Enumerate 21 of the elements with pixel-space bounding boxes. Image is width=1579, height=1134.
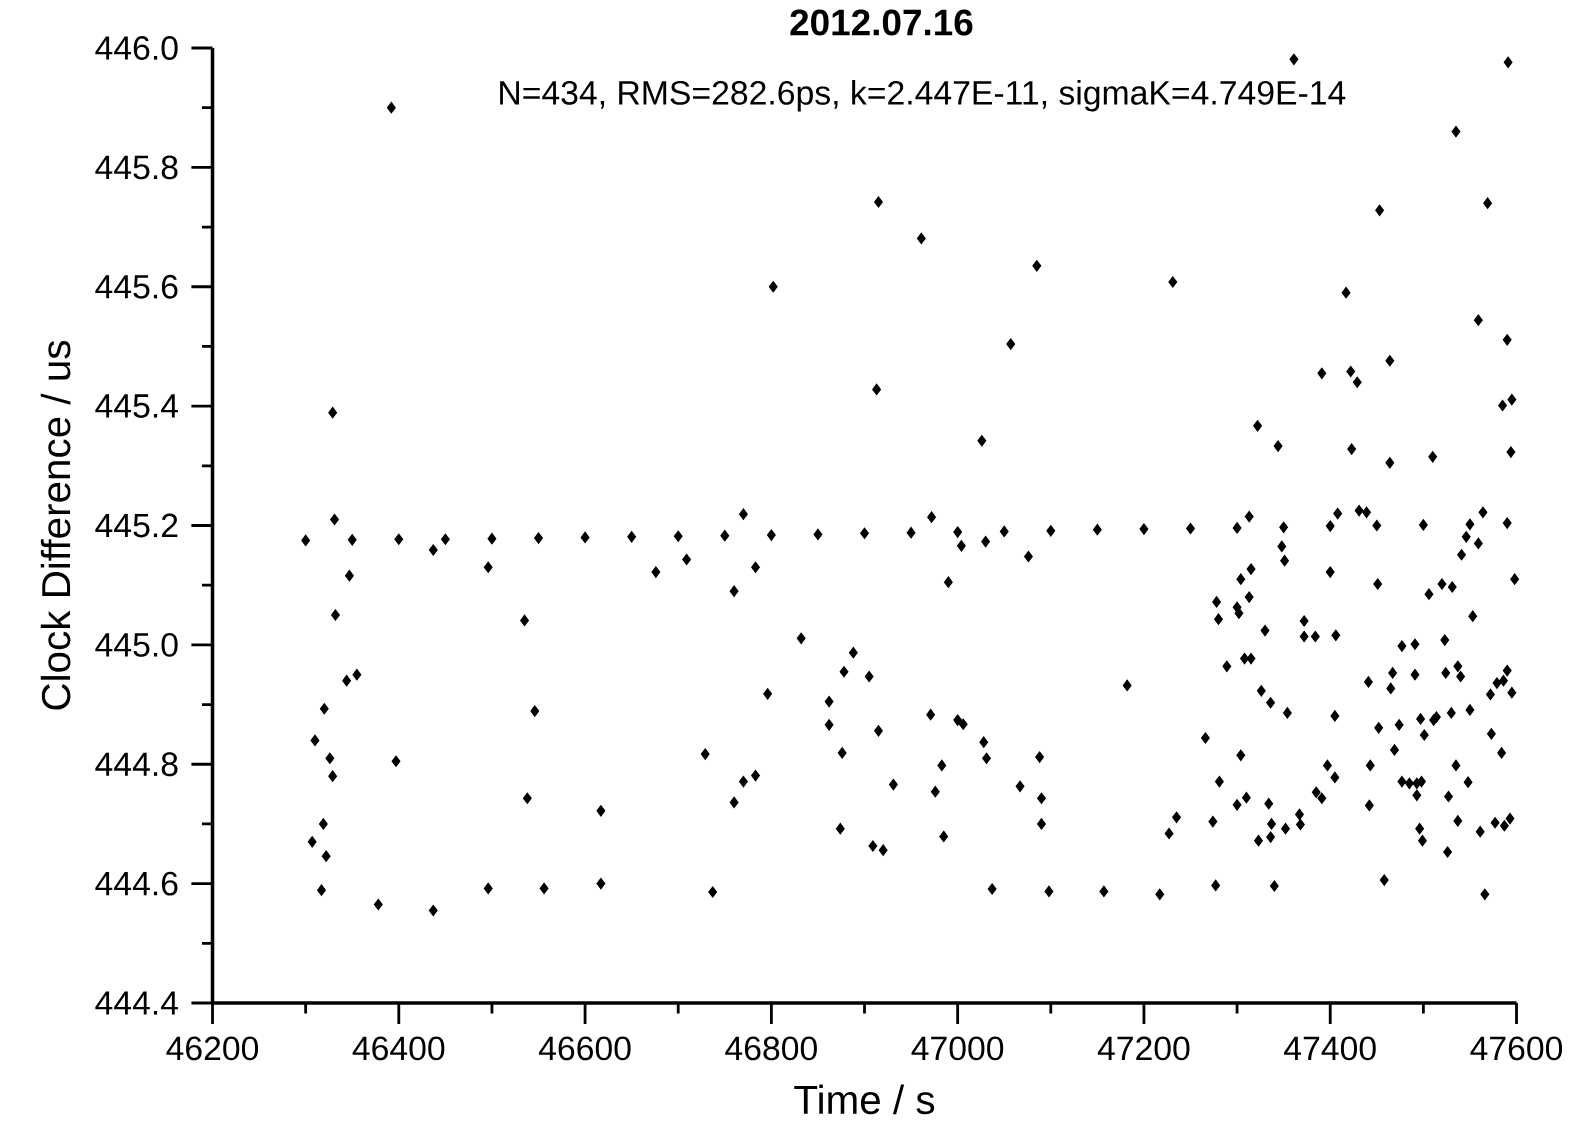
y-tick-label: 444.6 (95, 871, 178, 896)
x-tick-label: 46600 (538, 1036, 631, 1061)
text: N=434, RMS=282.6ps, k=2.447E-11, sigmaK=4.749E-14 (500, 80, 1346, 112)
y-tick-label: 444.8 (95, 752, 178, 777)
y-tick-label: 445.8 (95, 155, 178, 180)
x-tick-label: 46200 (166, 1036, 259, 1061)
y-tick-label: 445.6 (95, 274, 178, 299)
x-tick-label: 46800 (725, 1036, 817, 1061)
x-tick-label: 47200 (1097, 1036, 1190, 1061)
x-tick-label: 47600 (1470, 1036, 1563, 1061)
y-tick-label: 445.4 (95, 394, 178, 418)
x-tick-label: 47400 (1284, 1036, 1376, 1061)
y-tick-label: 446.0 (95, 36, 178, 60)
chart-title: 2012.07.16 (790, 9, 973, 36)
x-tick-label: 46400 (352, 1036, 445, 1061)
x-axis-title: Time / s (794, 1084, 935, 1115)
x-tick-label: 47000 (911, 1036, 1004, 1061)
y-tick-label: 444.4 (95, 991, 178, 1015)
y-axis-title: Clock Difference / us (40, 340, 71, 710)
y-tick-label: 445.0 (95, 632, 178, 657)
y-tick-label: 445.2 (95, 513, 178, 538)
